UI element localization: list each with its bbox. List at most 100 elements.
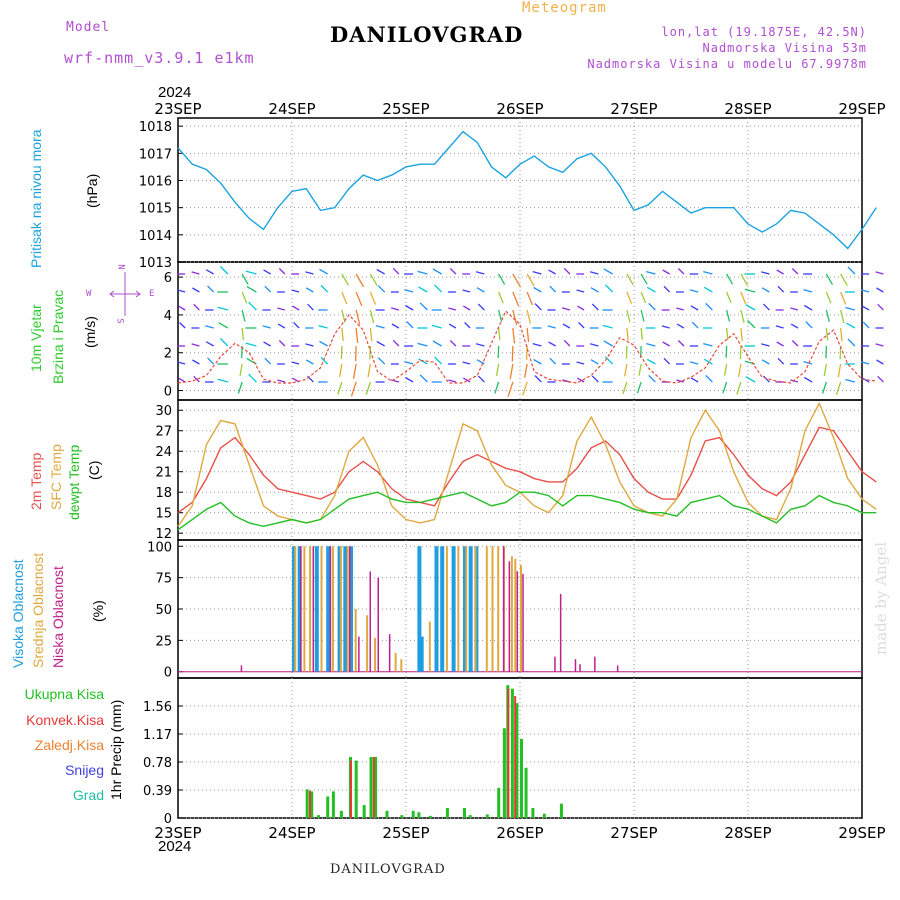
wind-arrow [744,360,756,365]
wind-arrow [319,268,328,275]
wind-arrow [476,359,485,365]
wind-arrow [640,273,648,285]
mid-cloud-bar [354,609,357,672]
wind-arrow [448,323,457,329]
total-rain-bar [531,807,535,818]
wind-arrow [219,266,229,275]
x-tick-label-top: 26SEP [496,100,543,118]
wind-arrow [369,327,373,342]
low-cloud-bar [299,546,302,672]
low-cloud-bar [554,656,556,672]
compass-arrows [109,272,141,316]
wind-arrow [179,322,186,329]
wind-ytick-label: 4 [164,309,172,324]
wind-arrow [646,286,656,293]
wind-arrow [193,375,200,383]
wind-arrow [640,309,645,322]
model-name: wrf-nmm_v3.9.1 e1km [64,49,255,67]
mid-cloud-bar [485,546,488,672]
wind-arrow [448,379,457,383]
wind-arrow [526,273,535,287]
wind-arrow [239,363,243,376]
wind-arrow [790,323,799,329]
wind-arrow [761,343,770,347]
temp2m-line [177,426,877,514]
wind-arrow [237,381,243,394]
wind-arrow [602,324,613,329]
wind-arrow [246,285,257,293]
wind-arrow [875,343,884,347]
wind-arrow [726,273,734,285]
wind-arrow [376,340,385,347]
mid-cloud-bar [366,615,369,672]
wind-arrow [676,307,685,311]
pressure-ytick-label: 1016 [139,174,172,189]
wind-arrow [391,323,400,329]
wind-arrow [534,375,542,383]
pressure-ytick-label: 1015 [139,202,172,217]
dewpt-line [177,491,877,531]
wind-arrow [293,322,300,329]
wind-arrow [547,325,556,329]
wind-arrow [847,338,856,347]
wind-arrow [305,359,314,365]
wind-arrow [825,327,829,341]
wind-arrow [497,309,503,322]
high-cloud-bar [343,546,348,672]
temperature-ytick-label: 30 [155,404,172,419]
sfc-temp-line [177,401,877,527]
wind-arrow [341,327,344,341]
wind-ytick-label: 0 [164,385,172,400]
total-rain-bar [542,813,546,818]
wind-arrow [577,305,585,311]
wind-arrow [740,273,748,286]
wind-arrow [740,309,745,323]
total-rain-bar [485,814,489,818]
wind-arrow [417,270,428,275]
wind-arrow [320,356,329,365]
x-tick-label-bottom: 24SEP [268,824,315,842]
convective-rain-bar [507,688,510,818]
wind-arrow [648,302,656,311]
total-rain-bar [331,791,335,818]
total-rain-bar [326,796,330,818]
wind-arrow [419,374,428,383]
wind-arrow [791,268,799,275]
elevation-label: Nadmorska Visina 53m [702,41,867,55]
wind-arrow [404,289,414,293]
product-title: Meteogram [522,0,607,16]
mid-cloud-bar [428,621,431,672]
station-title: DANILOVGRAD [330,22,524,47]
wind-arrow [192,359,200,365]
x-tick-label-bottom: 27SEP [610,824,657,842]
wind-arrow [497,327,501,341]
wind-arrow [512,309,518,326]
wind-arrow [406,321,414,329]
wind-arrow [736,381,742,395]
wind-arrow [777,357,785,365]
wind-arrow [367,363,372,378]
pressure-ytick-label: 1017 [139,147,172,162]
wind-arrow [354,345,357,362]
wind-arrow [677,340,685,347]
wind-arrow [591,303,599,311]
wind-arrow [217,306,229,311]
wind-arrow [498,291,504,304]
total-rain-bar [374,756,378,818]
wind-arrow [803,289,813,293]
wind-arrow [205,269,214,275]
wind-arrow [845,378,856,383]
wind-arrow [577,377,585,383]
wind-arrow [689,361,699,365]
wind-arrow [777,285,785,293]
wind-arrow [875,271,884,275]
wind-arrow [775,325,784,329]
wind-arrow [449,340,457,347]
footer-station: DANILOVGRAD [330,862,446,877]
wind-arrow [512,327,516,344]
wind-arrow [845,306,856,311]
wind-arrow [562,323,571,329]
wind-speed-line [177,310,877,384]
wind-arrow [676,323,685,329]
wind-arrow [305,287,314,293]
